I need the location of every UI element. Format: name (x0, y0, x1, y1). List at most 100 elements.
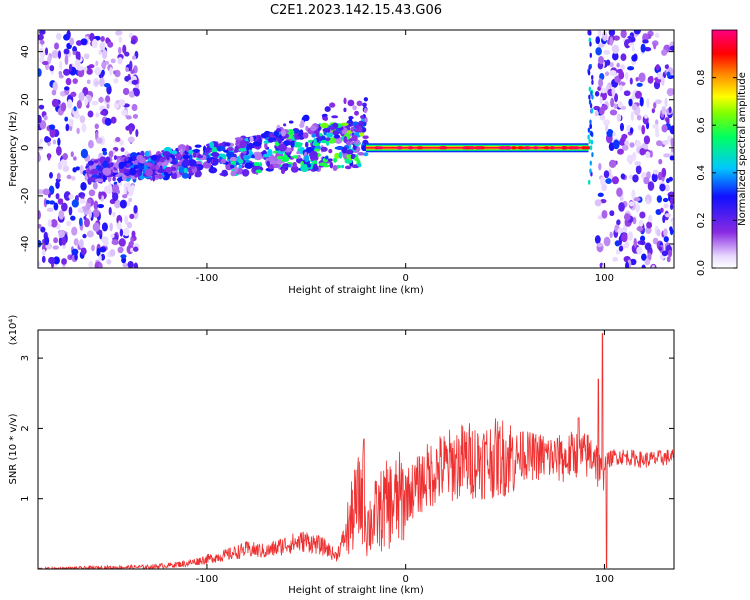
heatmap-cell (666, 71, 671, 78)
heatmap-cell (313, 137, 317, 146)
heatmap-cell (38, 209, 41, 220)
heatmap-cell (98, 254, 102, 262)
heatmap-cell (346, 119, 354, 127)
heatmap-cell (644, 258, 651, 266)
heatmap-cell (110, 116, 117, 124)
heatmap-cell (609, 62, 614, 68)
heatmap-cell (73, 238, 79, 246)
heatmap-cell (220, 158, 227, 164)
heatmap-cell (51, 89, 57, 96)
heatmap-cell (72, 51, 77, 56)
colorbar-tick-label: 0.0 (696, 260, 707, 276)
colorbar-tick-label: 0.2 (696, 212, 707, 228)
heatmap-cell (108, 207, 112, 216)
heatmap-cell (595, 36, 601, 45)
heatmap-cell (44, 47, 49, 56)
heatmap-cell (249, 135, 254, 143)
heatmap-cell (626, 154, 634, 164)
heatmap-cell (595, 47, 602, 56)
heatmap-cell (341, 164, 345, 169)
heatmap-cell (39, 138, 43, 144)
heatmap-cell (88, 260, 93, 268)
heatmap-cell (109, 249, 116, 257)
heatmap-cell (641, 124, 646, 135)
heatmap-cell (248, 150, 253, 156)
heatmap-cell (660, 76, 665, 86)
heatmap-cell (171, 160, 177, 165)
heatmap-cell (314, 148, 321, 152)
colorbar-gradient (712, 30, 737, 268)
heatmap-cell (589, 41, 592, 47)
heatmap-cell (54, 42, 59, 50)
heatmap-cell (332, 130, 340, 136)
heatmap-cell (549, 146, 556, 150)
heatmap-cell (628, 174, 634, 180)
heatmap-cell (144, 150, 150, 158)
heatmap-cell (589, 168, 592, 174)
heatmap-cells (38, 30, 674, 268)
heatmap-cell (122, 87, 130, 96)
heatmap-cell (113, 199, 121, 209)
heatmap-cell (590, 131, 593, 137)
heatmap-cell (176, 153, 181, 161)
heatmap-cell (129, 213, 135, 220)
heatmap-cell (126, 182, 131, 188)
heatmap-cell (601, 183, 607, 192)
heatmap-cell (83, 218, 90, 228)
heatmap-cell (603, 49, 611, 55)
heatmap-cell (109, 222, 113, 232)
heatmap-cell (562, 146, 569, 150)
heatmap-cell (664, 213, 672, 218)
heatmap-cell (104, 117, 112, 126)
heatmap-cell (634, 161, 642, 166)
heatmap-cell (606, 128, 614, 138)
heatmap-cell (93, 159, 99, 164)
heatmap-cell (608, 159, 617, 169)
heatmap-cell (87, 160, 94, 166)
heatmap-cell (656, 140, 663, 147)
heatmap-cell (56, 172, 61, 180)
heatmap-cell (663, 153, 671, 158)
heatmap-cell (58, 70, 63, 76)
heatmap-cell (41, 249, 46, 256)
heatmap-cell (101, 61, 107, 69)
snr-panel: -100 0 100 1 2 3 Height of straight line (km… (8, 315, 675, 596)
heatmap-cell (620, 53, 627, 62)
heatmap-cell (346, 140, 351, 146)
heatmap-cell (357, 152, 365, 156)
heatmap-cell (249, 142, 253, 150)
heatmap-cell (118, 161, 125, 170)
heatmap-cell (95, 35, 101, 41)
heatmap-cell (653, 102, 657, 109)
heatmap-cell (304, 141, 309, 148)
heatmap-cell (264, 142, 268, 149)
heatmap-cell (117, 246, 124, 254)
heatmap-cell (66, 174, 72, 180)
heatmap-cell (356, 100, 363, 107)
spectrogram-y-label: Frequency (Hz) (8, 111, 19, 187)
heatmap-cell (220, 145, 226, 151)
heatmap-cell (633, 197, 641, 202)
heatmap-cell (68, 206, 73, 216)
heatmap-cell (125, 67, 130, 72)
heatmap-cell (78, 207, 84, 213)
heatmap-cell (118, 36, 123, 43)
heatmap-cell (79, 198, 86, 204)
heatmap-cell (652, 237, 659, 245)
heatmap-cell (173, 172, 178, 180)
heatmap-cell (125, 156, 129, 162)
heatmap-cell (130, 39, 136, 45)
heatmap-cell (589, 160, 592, 166)
heatmap-cell (613, 103, 618, 110)
heatmap-cell (72, 78, 78, 85)
heatmap-cell (668, 106, 672, 114)
heatmap-cell (96, 137, 103, 144)
heatmap-cell (60, 102, 67, 112)
colorbar-tick-label: 0.4 (696, 165, 707, 181)
heatmap-cell (75, 50, 80, 60)
heatmap-cell (159, 156, 165, 163)
heatmap-cell (632, 174, 639, 183)
heatmap-cell (66, 220, 72, 227)
heatmap-cell (297, 154, 301, 159)
